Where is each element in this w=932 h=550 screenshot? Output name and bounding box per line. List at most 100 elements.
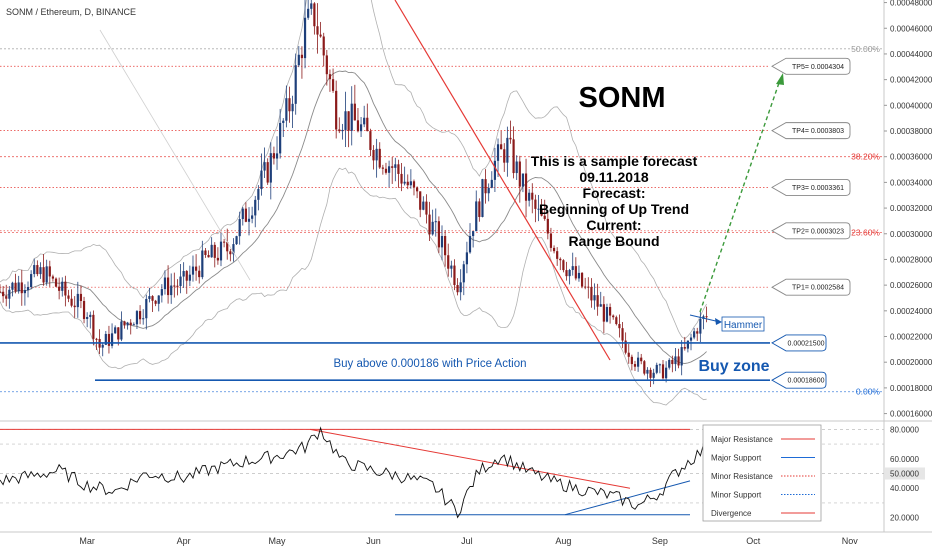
candle-body [658,364,661,366]
candle-body [254,199,257,216]
candle-body [356,120,360,132]
candle-body [307,8,310,18]
bollinger-bands [0,0,707,406]
candle-body [524,173,528,201]
candle-body [20,282,23,294]
forecast-line: Range Bound [569,233,660,249]
support-level-2-box [771,371,827,389]
candle-body [552,247,556,252]
candle-body [92,314,95,339]
candle-body [48,266,51,277]
y-tick-label: 0.00046000 [890,24,932,33]
y-tick-label: 0.00028000 [890,255,932,264]
hammer-pointer-head [715,318,722,325]
candle-body [462,264,465,283]
candle-body [605,307,609,322]
candle-body [512,139,515,174]
candle-body [154,300,157,304]
price-candles [0,0,708,387]
chart-header: SONM / Ethereum, D, BINANCE [6,7,136,17]
candle-body [412,181,416,188]
candle-body [294,65,297,104]
candle-body [194,266,198,271]
candle-body [422,201,425,210]
candle-body [335,90,338,130]
candle-body [303,17,307,59]
oscillator-line [0,426,704,519]
current-value-badge [885,467,925,480]
y-tick-label: 0.00026000 [890,281,932,290]
candle-body [107,333,111,346]
candle-body [2,291,5,297]
candle-body [288,98,291,112]
candle-body [481,179,484,217]
candle-body [447,255,450,269]
candle-body [509,137,512,140]
chart-drawings [0,0,784,381]
candle-body [76,293,79,308]
legend-label: Major Resistance [711,435,773,444]
candle-body [260,170,263,190]
x-tick-label: Mar [79,536,95,546]
candle-body [45,266,48,283]
downtrend-resistance-line [394,0,611,361]
buy-zone-label: Buy zone [698,358,769,375]
candle-body [110,333,114,346]
forecast-line: Forecast: [582,185,645,201]
candle-body [683,347,686,349]
candle-body [241,208,244,220]
candle-body [459,282,462,293]
candle-body [490,179,493,188]
forecast-line: Current: [586,217,641,233]
osc-divergence-line [309,428,631,489]
x-tick-label: May [269,536,287,546]
x-tick-label: Jun [366,536,381,546]
target-2-label: TP2= 0.0003023 [792,228,844,235]
candle-body [500,144,503,150]
x-tick-label: Sep [652,536,668,546]
candle-body [403,181,406,184]
candle-body [182,271,185,277]
candle-body [450,265,453,269]
candle-body [387,166,391,173]
candle-body [148,296,151,299]
candle-body [674,356,677,365]
candle-body [363,117,366,125]
candle-body [562,260,565,271]
candle-body [14,282,17,292]
candle-body [341,129,344,132]
osc-support-trend [564,480,691,516]
candle-body [568,269,571,277]
candle-body [201,250,204,278]
candle-body [30,274,33,288]
candle-body [328,74,332,80]
osc-tick-label: 80.0000 [890,425,919,434]
legend-label: Major Support [711,454,762,463]
candle-body [468,236,472,253]
candle-body [176,285,179,287]
projection-arrowhead [776,73,784,85]
target-5-box [771,57,851,75]
y-tick-label: 0.00024000 [890,307,932,316]
candle-body [521,173,525,187]
x-tick-label: Jul [461,536,473,546]
candle-body [219,241,223,261]
oscillator-pane: 80.0000 60.0000 50.0000 40.0000 20.0000 Major… [0,424,925,523]
osc-tick-label: 50.0000 [890,470,919,479]
candle-body [17,282,20,292]
candle-body [282,120,285,123]
candle-body [546,218,549,234]
candle-body [151,296,154,301]
candle-body [689,337,693,341]
candle-body [11,282,14,290]
candle-body [615,317,618,325]
y-tick-label: 0.00022000 [890,333,932,342]
candle-body [602,304,605,322]
candle-body [269,153,272,183]
candle-body [229,251,232,255]
candle-body [384,168,388,173]
candle-body [636,357,640,367]
price-axis: 0.00048000 0.00046000 0.00044000 0.00042000… [884,0,932,419]
candle-body [95,338,98,340]
projection-arrow [699,79,781,313]
